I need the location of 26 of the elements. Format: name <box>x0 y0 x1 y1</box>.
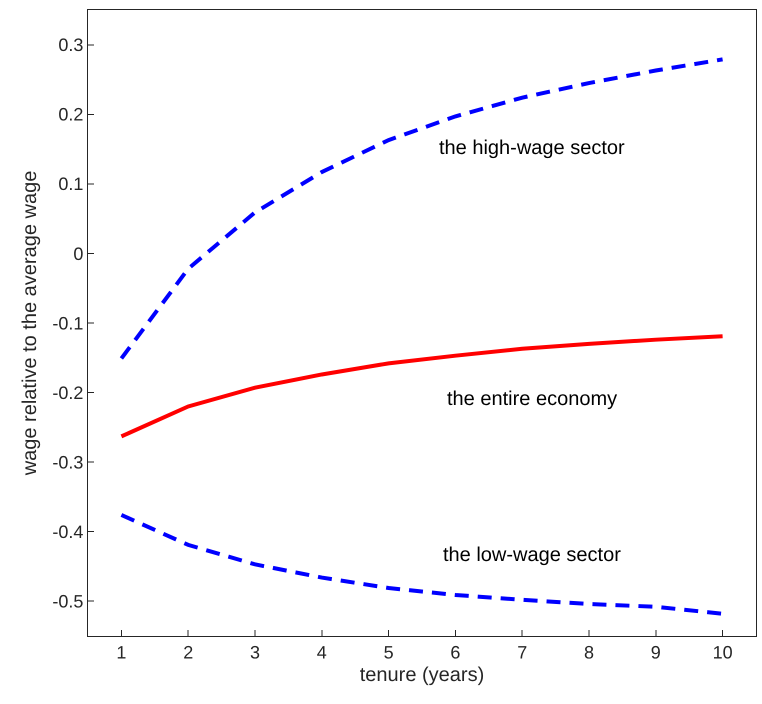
series-label: the high-wage sector <box>439 137 626 159</box>
y-tick-label: -0.2 <box>52 382 84 403</box>
x-tick-label: 3 <box>250 642 260 663</box>
x-tick-label: 4 <box>316 642 327 663</box>
y-tick-label: 0.3 <box>58 35 84 56</box>
y-tick-label: 0 <box>73 244 84 264</box>
line-series <box>119 334 725 438</box>
y-tick-label: 0.2 <box>58 104 84 125</box>
y-axis-title: wage relative to the average wage <box>18 170 41 476</box>
y-tick-label: -0.1 <box>52 313 84 334</box>
x-tick-label: 7 <box>517 642 528 663</box>
x-tick-label: 5 <box>384 642 394 663</box>
x-tick-label: 10 <box>712 642 733 663</box>
y-tick-label: -0.4 <box>52 522 84 542</box>
x-tick-label: 6 <box>450 642 460 663</box>
x-tick-label: 2 <box>183 642 194 663</box>
x-tick-label: 9 <box>650 642 661 663</box>
y-tick-label: -0.5 <box>52 592 84 612</box>
x-axis-title: tenure (years) <box>360 664 484 686</box>
y-tick-label: -0.3 <box>52 452 84 472</box>
line-series <box>119 57 725 360</box>
x-tick-label: 1 <box>116 642 126 663</box>
x-tick-label: 8 <box>584 642 594 663</box>
y-tick-label: 0.1 <box>58 174 84 194</box>
series-label: the low-wage sector <box>443 544 622 566</box>
series-label: the entire economy <box>447 388 618 410</box>
